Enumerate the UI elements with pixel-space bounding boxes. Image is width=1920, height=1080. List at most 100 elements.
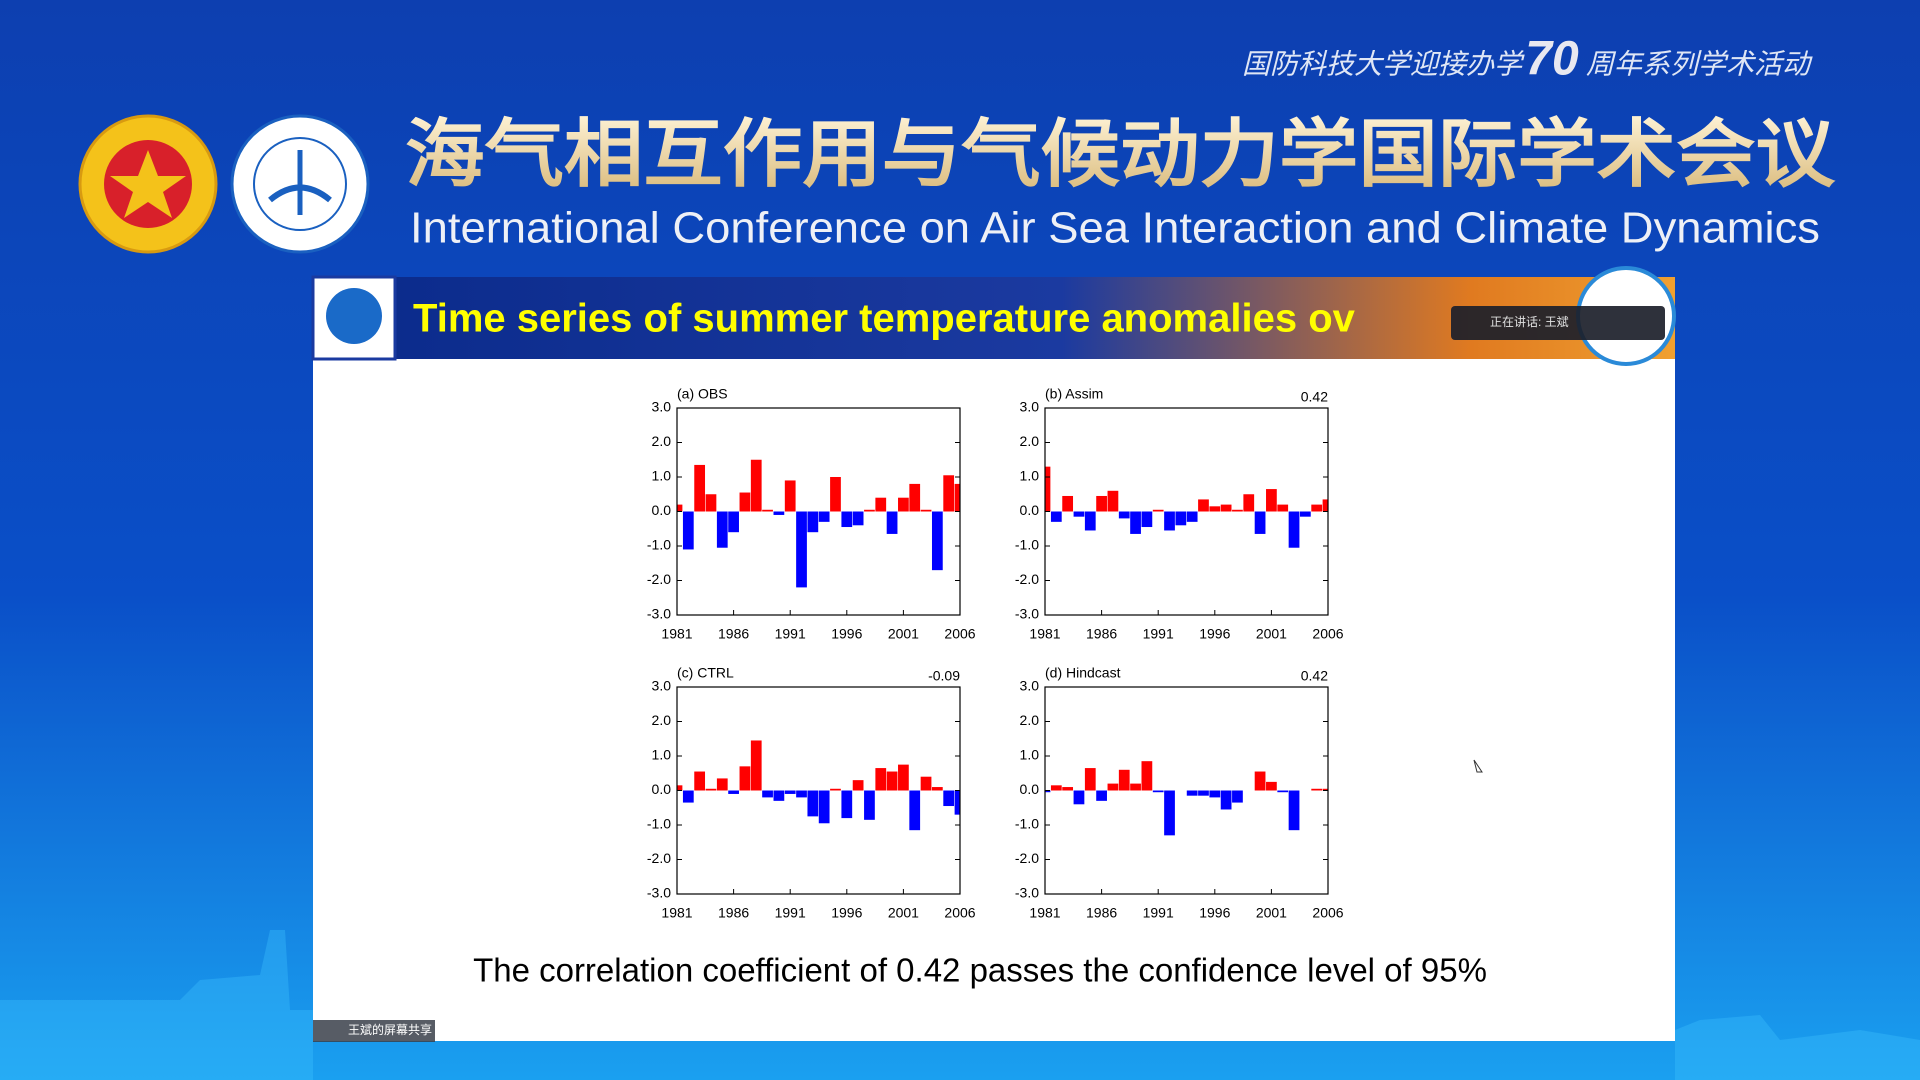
bar <box>796 790 807 798</box>
slide-title: Time series of summer temperature anomal… <box>413 297 1356 341</box>
y-tick-label: 3.0 <box>652 678 672 694</box>
bar <box>818 790 830 824</box>
series-number: 70 <box>1525 33 1579 86</box>
bar <box>943 790 955 807</box>
bar <box>1311 788 1323 791</box>
slide-header <box>313 277 1675 359</box>
bar <box>1045 790 1051 793</box>
bar <box>1254 511 1266 534</box>
bar <box>830 788 841 791</box>
bar <box>773 511 785 515</box>
bars <box>1045 761 1328 836</box>
x-tick-label: 2001 <box>888 626 919 642</box>
bar <box>1096 790 1107 801</box>
chart: 3.0 2.0 1.0 0.0 -1.0 -2.0 -3.0 1981 1986 1991 1996… <box>1015 386 1344 642</box>
bar <box>1254 771 1266 791</box>
x-tick-label: 2001 <box>1256 626 1287 642</box>
y-tick-label: 2.0 <box>652 712 672 728</box>
x-tick-label: 1991 <box>775 905 806 921</box>
bars <box>677 740 960 831</box>
y-tick-label: -1.0 <box>1015 816 1039 832</box>
bar <box>909 790 921 831</box>
bar <box>1277 504 1289 512</box>
chart: 3.0 2.0 1.0 0.0 -1.0 -2.0 -3.0 1981 1986 1991 1996… <box>647 386 976 642</box>
bar <box>1073 790 1085 805</box>
bar <box>1266 489 1277 512</box>
y-tick-label: -2.0 <box>1015 850 1039 866</box>
y-tick-label: 1.0 <box>1020 747 1040 763</box>
y-tick-label: -1.0 <box>647 537 671 553</box>
bar <box>716 511 728 548</box>
conference-title-cn: 海气相互作用与气候动力学国际学术会议 <box>405 112 1836 198</box>
y-tick-label: -2.0 <box>1015 571 1039 587</box>
bar <box>1232 790 1243 803</box>
y-tick-label: 1.0 <box>652 468 672 484</box>
chart-title: (a) OBS <box>677 386 728 402</box>
series-right: 周年系列学术活动 <box>1586 48 1813 79</box>
chart: 3.0 2.0 1.0 0.0 -1.0 -2.0 -3.0 1981 1986 1991 1996… <box>1015 665 1344 921</box>
bar <box>1243 494 1255 512</box>
bar <box>1209 790 1221 798</box>
bar <box>943 475 955 512</box>
bar <box>875 768 887 791</box>
x-tick-label: 1991 <box>775 626 806 642</box>
bar <box>1050 785 1062 791</box>
x-tick-label: 1986 <box>1086 905 1117 921</box>
bar <box>807 511 819 533</box>
bar <box>739 766 751 791</box>
bar <box>784 480 796 512</box>
bar <box>1050 511 1062 522</box>
bar <box>841 790 853 819</box>
share-tag[interactable] <box>313 1020 435 1042</box>
y-tick-label: 3.0 <box>1020 678 1040 694</box>
x-tick-label: 1986 <box>718 626 749 642</box>
bar <box>694 464 706 512</box>
bar <box>705 788 717 791</box>
series-left: 国防科技大学迎接办学 <box>1242 48 1525 79</box>
bar <box>875 497 887 512</box>
bar <box>750 459 762 512</box>
bar <box>1141 511 1153 528</box>
bar <box>694 771 706 791</box>
bar <box>864 790 875 820</box>
conference-title-en: International Conference on Air Sea Inte… <box>410 204 1820 253</box>
bar <box>1084 768 1096 791</box>
bar <box>1164 790 1175 836</box>
speaker-overlay <box>1451 306 1665 340</box>
bar <box>1186 511 1198 522</box>
bars <box>677 459 960 588</box>
x-tick-label: 1996 <box>1199 626 1230 642</box>
bar <box>1322 499 1328 512</box>
bar <box>852 780 864 791</box>
bar <box>1288 790 1300 831</box>
x-tick-label: 1991 <box>1143 626 1174 642</box>
bar <box>677 785 683 791</box>
y-tick-label: 1.0 <box>1020 468 1040 484</box>
y-tick-label: 0.0 <box>1020 502 1040 518</box>
y-tick-label: -3.0 <box>647 885 671 901</box>
bar <box>682 790 694 803</box>
bar <box>898 497 909 512</box>
bar <box>1118 769 1130 791</box>
share-tag-text: 王斌的屏幕共享 <box>348 1022 432 1037</box>
bar <box>830 477 841 512</box>
bar <box>1186 790 1198 796</box>
x-tick-label: 2006 <box>944 905 975 921</box>
bar <box>705 494 717 512</box>
bar <box>954 790 960 815</box>
x-tick-label: 1996 <box>1199 905 1230 921</box>
x-tick-label: 1986 <box>1086 626 1117 642</box>
bar <box>1107 490 1119 512</box>
bar <box>1266 781 1277 791</box>
university-logo <box>78 114 218 254</box>
bar <box>1045 466 1051 512</box>
bar <box>954 483 960 512</box>
y-tick-label: -3.0 <box>1015 606 1039 622</box>
y-tick-label: 1.0 <box>652 747 672 763</box>
bar <box>1107 783 1119 791</box>
bar <box>1220 504 1232 512</box>
y-tick-label: 3.0 <box>652 399 672 415</box>
bar <box>682 511 694 550</box>
x-tick-label: 2001 <box>888 905 919 921</box>
